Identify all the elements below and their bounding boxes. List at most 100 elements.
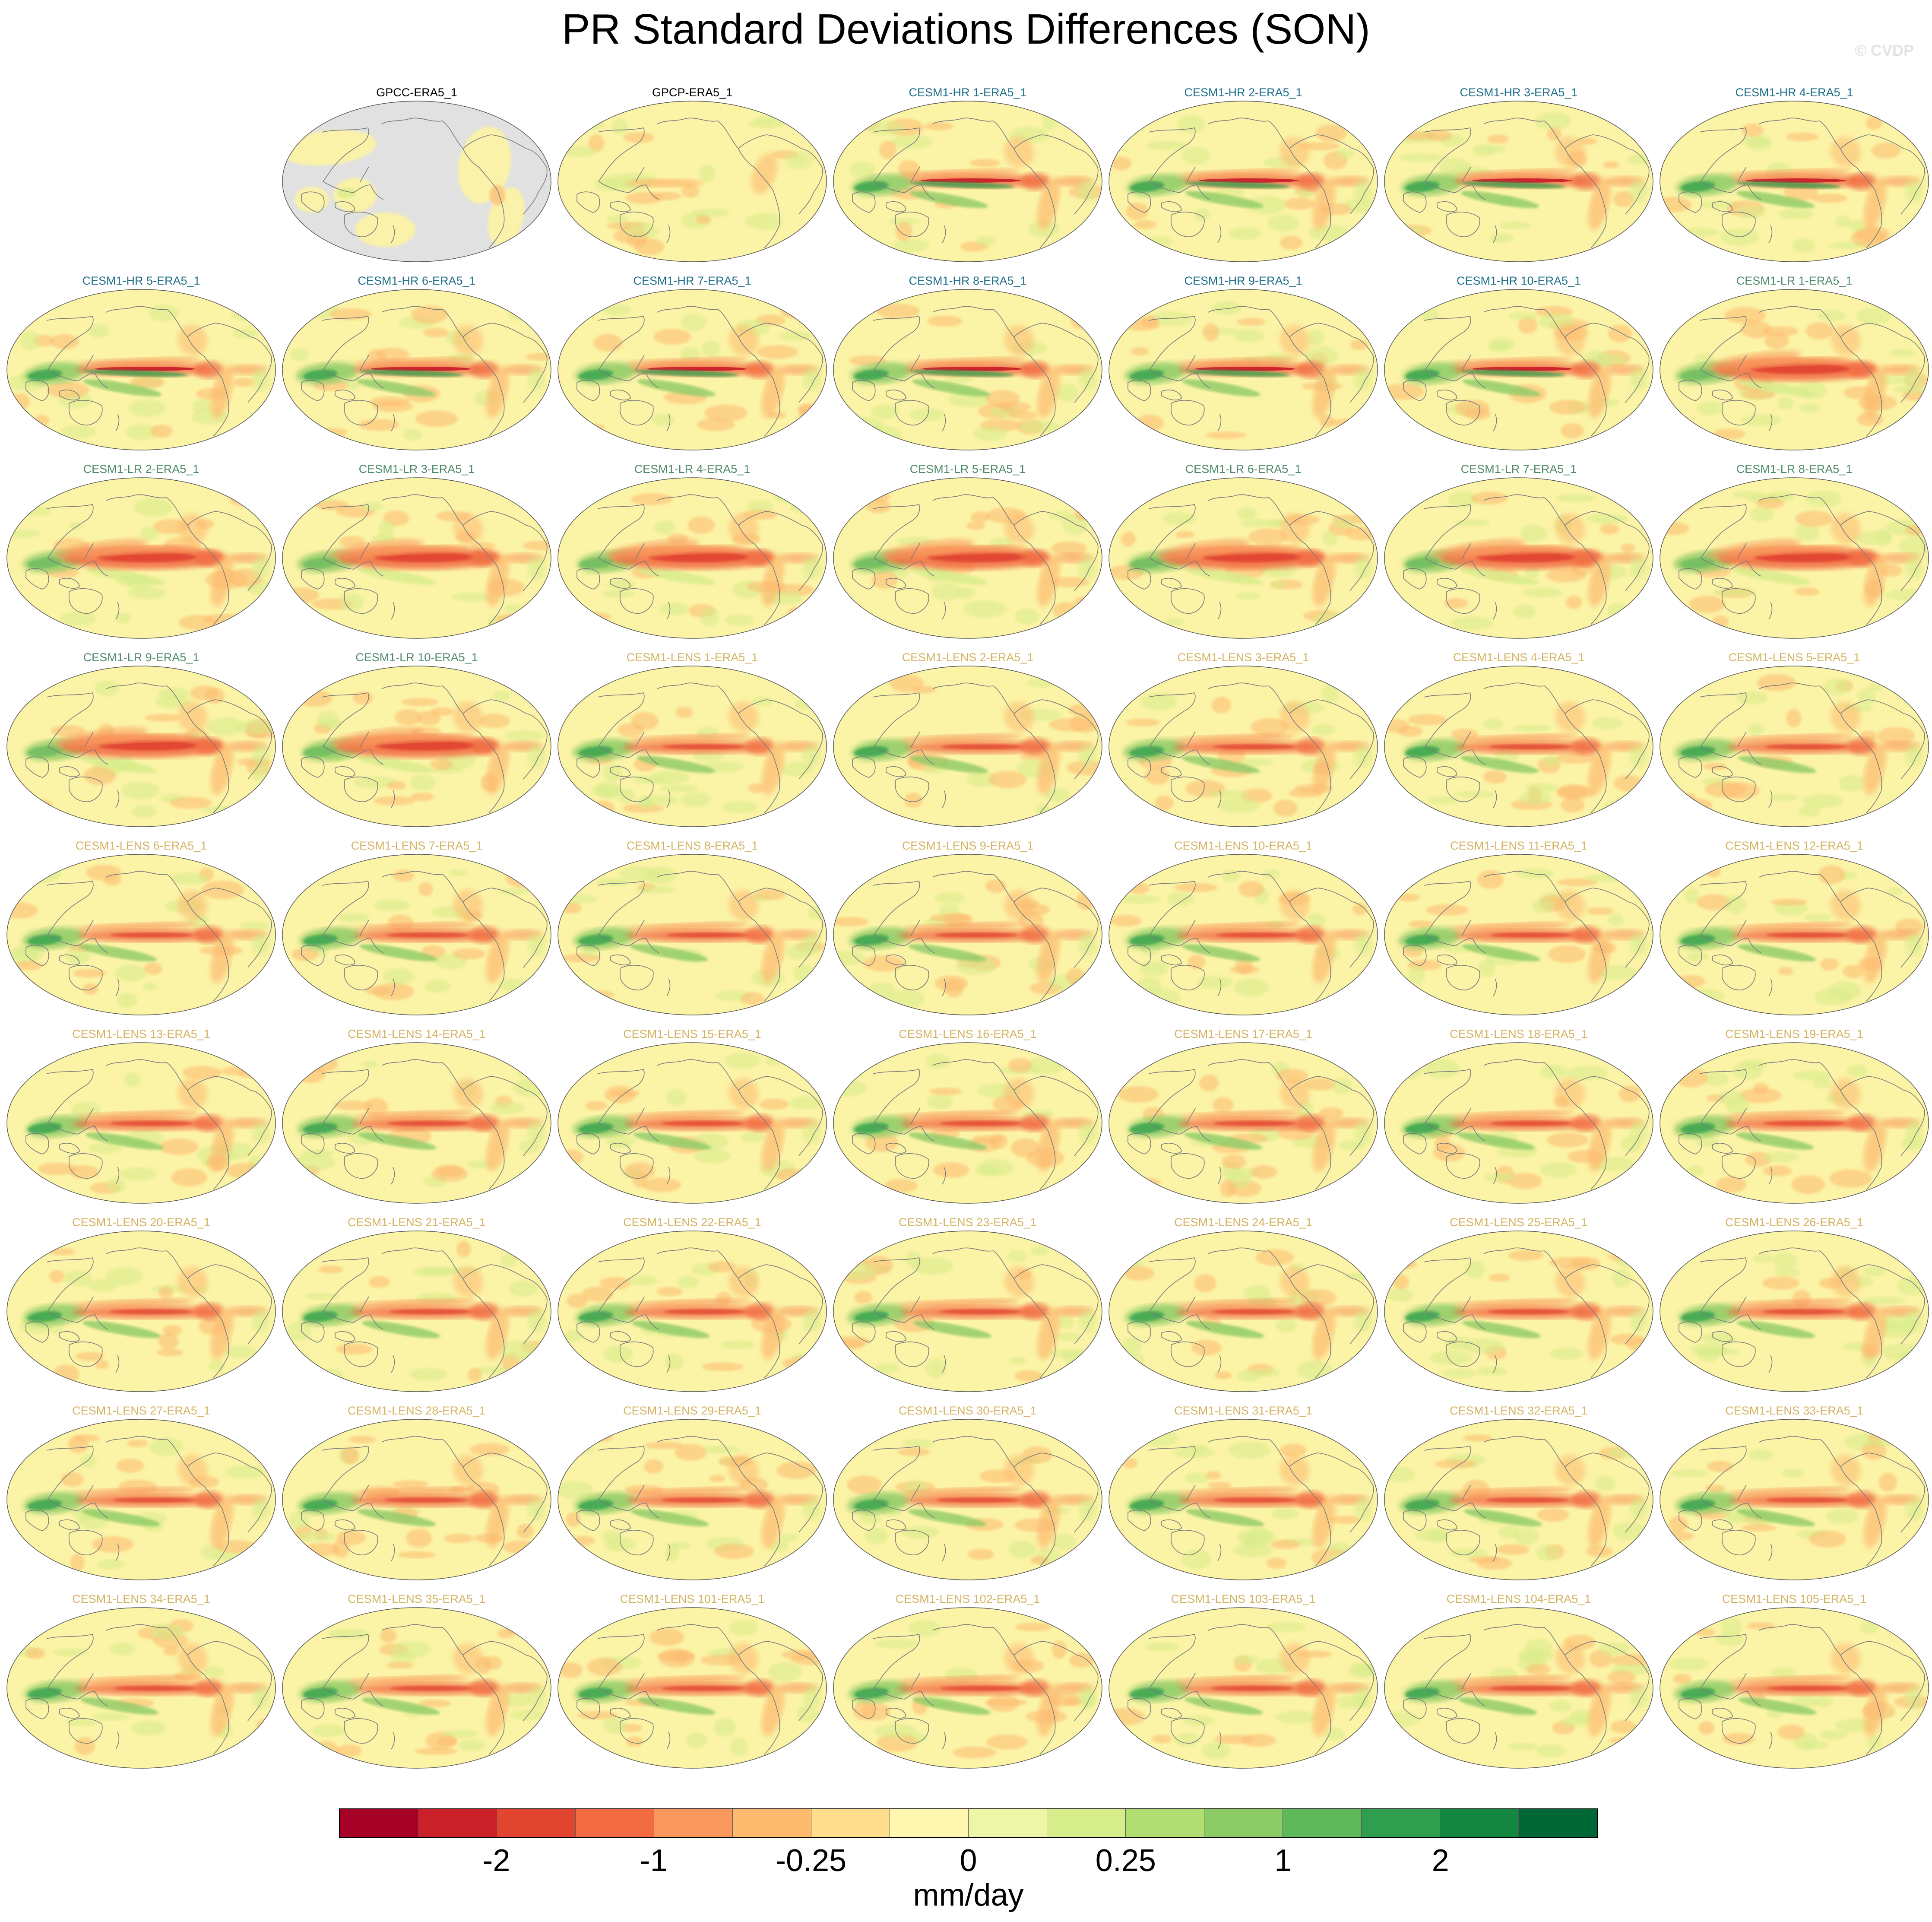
coastline-path <box>106 1436 229 1567</box>
field-patch <box>854 369 889 381</box>
field-patch <box>1332 1078 1352 1094</box>
field-patch <box>1408 714 1447 726</box>
field-patch <box>1878 727 1915 745</box>
field-patch <box>1430 1351 1472 1365</box>
field-patch <box>659 602 689 615</box>
map-outline <box>1660 854 1929 1015</box>
coastline-path <box>576 1510 600 1531</box>
field-patch <box>1280 1266 1310 1297</box>
field-patch <box>1483 718 1503 730</box>
contour-field <box>1109 1243 1378 1382</box>
map-outline <box>282 477 551 639</box>
coastline-path <box>1700 1499 1761 1518</box>
coastline-path <box>187 511 251 526</box>
field-patch <box>626 357 747 367</box>
coastline-path <box>323 934 384 953</box>
field-patch <box>210 931 234 983</box>
coastline-path <box>381 494 505 625</box>
coastline-path <box>1128 1133 1151 1154</box>
field-patch <box>79 357 200 367</box>
field-patch <box>1698 1721 1714 1735</box>
coastline-path <box>610 1331 631 1342</box>
field-patch <box>1732 734 1853 743</box>
watermark: © CVDP <box>1855 41 1914 59</box>
field-patch <box>210 366 234 419</box>
coastline-path <box>886 1143 906 1154</box>
field-patch <box>1471 492 1508 505</box>
map-outline <box>557 477 827 639</box>
field-patch <box>1280 1643 1310 1674</box>
robinson-map <box>282 1231 551 1392</box>
field-patch <box>1664 687 1689 695</box>
coastline-path <box>1679 380 1702 401</box>
contour-field <box>1391 491 1647 630</box>
field-patch <box>1079 556 1096 579</box>
field-patch <box>1330 1516 1360 1524</box>
field-patch <box>803 1498 820 1520</box>
field-patch <box>1862 1267 1886 1276</box>
coastline-path <box>852 756 876 778</box>
field-patch <box>1520 524 1547 542</box>
field-patch <box>1555 494 1596 502</box>
field-patch <box>127 1439 148 1447</box>
field-patch <box>1630 745 1647 767</box>
field-patch <box>780 762 814 777</box>
field-patch <box>84 369 187 377</box>
field-patch <box>1463 1509 1542 1526</box>
coastline-path <box>610 201 631 212</box>
coastline-path <box>391 1543 395 1561</box>
field-patch <box>1008 1541 1036 1559</box>
field-patch <box>1388 226 1425 235</box>
field-patch <box>1572 1114 1601 1132</box>
field-patch <box>1217 797 1260 813</box>
coastline-path <box>1425 558 1486 577</box>
field-patch <box>1738 756 1816 773</box>
map-panel: CESM1-HR 4-ERA5_1 <box>1659 86 1929 263</box>
field-patch <box>1777 396 1794 410</box>
field-patch <box>458 1739 485 1751</box>
field-patch <box>401 698 439 707</box>
field-patch <box>1400 153 1443 162</box>
robinson-map <box>1384 477 1653 639</box>
coastline-path <box>1161 1708 1182 1719</box>
field-patch <box>1141 693 1177 710</box>
coastline-path <box>911 731 920 748</box>
coastline-path <box>1446 212 1480 237</box>
field-patch <box>133 498 172 517</box>
field-patch <box>1572 361 1601 378</box>
field-patch <box>1333 518 1354 529</box>
coastline-path <box>69 1718 103 1744</box>
coastline-path <box>59 1519 80 1531</box>
coastline-path <box>1462 731 1471 748</box>
map-panel: CESM1-LENS 104-ERA5_1 <box>1384 1592 1654 1769</box>
coastline-path <box>344 212 378 237</box>
field-patch <box>386 781 406 790</box>
colorbar-box <box>1362 1809 1440 1837</box>
field-patch <box>469 1443 510 1456</box>
field-patch <box>1444 598 1468 609</box>
map-panel: CESM1-LENS 29-ERA5_1 <box>557 1404 827 1581</box>
field-patch <box>1280 325 1310 356</box>
field-patch <box>51 725 86 737</box>
coastline-path <box>1446 1718 1480 1744</box>
coastline-path <box>1565 888 1628 902</box>
field-patch <box>1186 369 1289 377</box>
coastline-path <box>322 1446 369 1500</box>
field-patch <box>528 1310 545 1332</box>
coastline-path <box>598 1311 659 1330</box>
coastline-path <box>1014 1076 1077 1091</box>
field-patch <box>1748 723 1765 736</box>
coastline-path <box>84 543 94 559</box>
coastline-path <box>1437 578 1457 589</box>
field-patch <box>745 361 775 378</box>
colorbar-box <box>969 1809 1047 1837</box>
panel-title: CESM1-HR 3-ERA5_1 <box>1460 86 1578 99</box>
field-patch <box>1401 131 1434 140</box>
field-patch <box>1213 1121 1296 1126</box>
field-patch <box>394 709 422 725</box>
coastline-path <box>1171 1342 1205 1367</box>
coastline-path <box>323 746 384 765</box>
coastline-path <box>738 888 802 902</box>
field-patch <box>453 701 483 733</box>
field-patch <box>1555 1078 1585 1109</box>
